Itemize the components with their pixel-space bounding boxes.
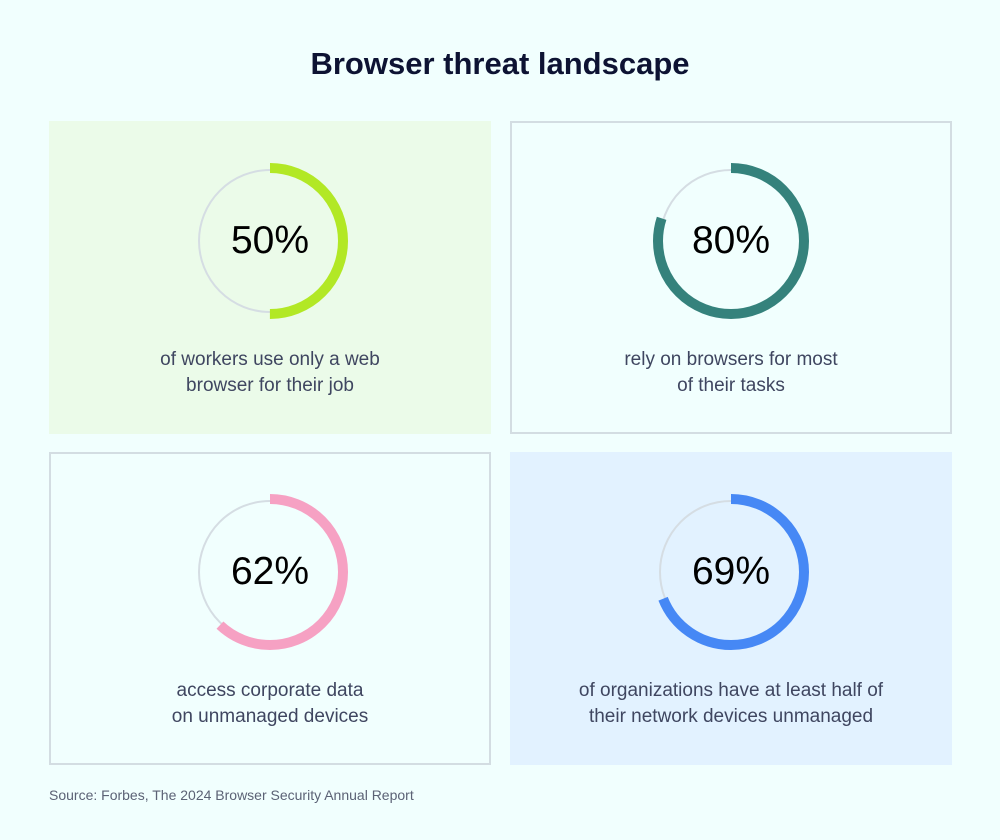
description-line: rely on browsers for most <box>624 349 838 370</box>
stat-description: of organizations have at least half of th… <box>510 678 952 730</box>
stat-card: 50% of workers use only a web browser for … <box>49 121 491 434</box>
stat-value: 69% <box>691 550 771 593</box>
description-line: of organizations have at least half of <box>578 680 884 701</box>
donut-chart <box>192 163 348 319</box>
donut-arc <box>653 163 809 319</box>
stat-description: access corporate data on unmanaged device… <box>51 678 489 730</box>
stat-value: 80% <box>691 219 771 262</box>
stat-card: 62% access corporate data on unmanaged dev… <box>49 452 491 765</box>
donut-arc <box>653 494 809 650</box>
source-note: Source: Forbes, The 2024 Browser Securit… <box>49 787 414 803</box>
donut-chart <box>192 494 348 650</box>
description-line: access corporate data <box>176 680 364 701</box>
donut-chart <box>653 494 809 650</box>
description-line: of workers use only a web <box>160 349 380 370</box>
stat-value: 62% <box>230 550 310 593</box>
stat-card: 80% rely on browsers for most of their tas… <box>510 121 952 434</box>
stat-value: 50% <box>230 219 310 262</box>
description-line: their network devices unmanaged <box>588 706 874 727</box>
stat-description: rely on browsers for most of their tasks <box>512 347 950 399</box>
description-line: on unmanaged devices <box>171 706 369 727</box>
donut-chart <box>653 163 809 319</box>
donut-arc <box>192 494 348 650</box>
page-title: Browser threat landscape <box>310 46 690 81</box>
description-line: of their tasks <box>677 375 785 396</box>
stat-description: of workers use only a web browser for the… <box>49 347 491 399</box>
description-line: browser for their job <box>186 375 354 396</box>
donut-arc <box>192 163 348 319</box>
stat-card: 69% of organizations have at least half o… <box>510 452 952 765</box>
